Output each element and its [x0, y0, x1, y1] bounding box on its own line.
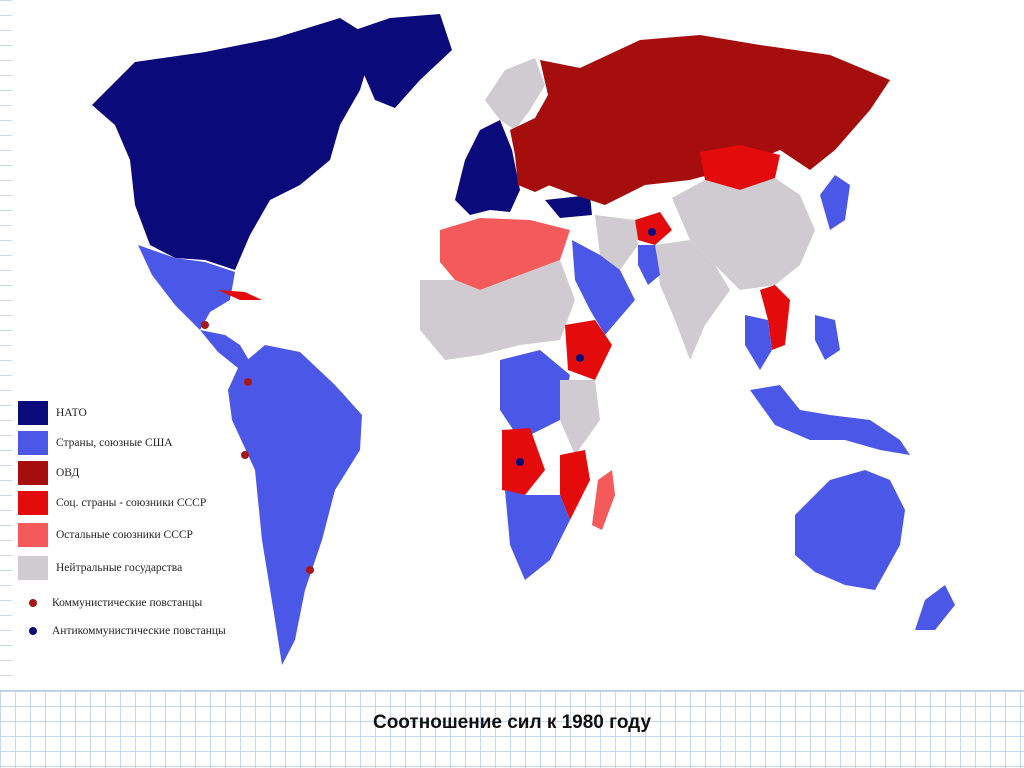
legend-dot: [29, 599, 37, 607]
region-pakistan: [638, 245, 660, 285]
communist-insurgents-dot: [201, 321, 209, 329]
communist-insurgents-dot: [306, 566, 314, 574]
communist-insurgents-dot: [241, 451, 249, 459]
region-iran: [595, 215, 638, 270]
region-central-africa: [500, 350, 570, 440]
region-eastern-europe: [510, 118, 550, 192]
anticommunist-insurgents-dot: [516, 458, 524, 466]
region-philippines: [815, 315, 840, 360]
legend-item: Остальные союзники СССР: [18, 522, 193, 548]
region-western-europe: [455, 120, 520, 215]
region-se-asia: [745, 315, 772, 370]
region-australia: [795, 470, 905, 590]
left-margin-ticks: [0, 0, 12, 690]
world-map: [92, 14, 955, 665]
region-north-america: [92, 18, 375, 270]
legend-item: НАТО: [18, 400, 87, 426]
region-indonesia: [750, 385, 910, 455]
region-vietnam: [760, 285, 790, 350]
legend-item: Страны, союзные США: [18, 430, 173, 456]
legend-label: ОВД: [56, 467, 80, 479]
region-madagascar: [592, 470, 615, 530]
legend-swatch: [18, 431, 48, 455]
region-central-america: [200, 330, 250, 368]
region-india: [655, 240, 730, 360]
legend-label: Остальные союзники СССР: [56, 529, 193, 541]
region-southern-africa: [505, 490, 570, 580]
legend-label: Соц. страны - союзники СССР: [56, 497, 207, 509]
region-korea-japan: [820, 175, 850, 230]
legend-swatch: [18, 461, 48, 485]
region-south-america: [228, 345, 362, 665]
region-ethiopia: [565, 320, 612, 380]
legend-item: Антикоммунистические повстанцы: [18, 618, 226, 644]
legend-swatch: [18, 401, 48, 425]
region-arabia: [572, 240, 635, 335]
region-scandinavia: [485, 58, 545, 130]
region-mexico: [138, 245, 235, 330]
region-china: [672, 178, 815, 290]
region-ussr: [535, 35, 890, 205]
anticommunist-insurgents-dot: [648, 228, 656, 236]
legend-label: НАТО: [56, 407, 87, 419]
region-new-zealand: [915, 585, 955, 630]
legend-dot: [29, 627, 37, 635]
legend-label: Коммунистические повстанцы: [52, 597, 203, 609]
region-cuba: [218, 290, 262, 300]
region-east-africa: [560, 380, 600, 455]
region-west-africa: [420, 260, 575, 360]
legend-item: Нейтральные государства: [18, 555, 182, 581]
region-mongolia: [700, 145, 780, 190]
region-greenland: [355, 14, 452, 108]
legend-swatch: [18, 523, 48, 547]
legend-label: Нейтральные государства: [56, 562, 183, 574]
legend-item: ОВД: [18, 460, 79, 486]
region-north-africa: [440, 218, 570, 290]
legend-swatch: [18, 556, 48, 580]
legend-label: Антикоммунистические повстанцы: [52, 625, 226, 637]
slide-caption: Соотношение сил к 1980 году: [372, 712, 652, 733]
anticommunist-insurgents-dot: [576, 354, 584, 362]
legend-item: Коммунистические повстанцы: [18, 590, 202, 616]
grid-paper-strip: [0, 690, 1024, 768]
region-mozambique: [560, 450, 590, 520]
legend-swatch: [18, 491, 48, 515]
communist-insurgents-dot: [244, 378, 252, 386]
legend-item: Соц. страны - союзники СССР: [18, 490, 206, 516]
region-turkey: [545, 195, 592, 218]
legend-label: Страны, союзные США: [56, 437, 173, 449]
